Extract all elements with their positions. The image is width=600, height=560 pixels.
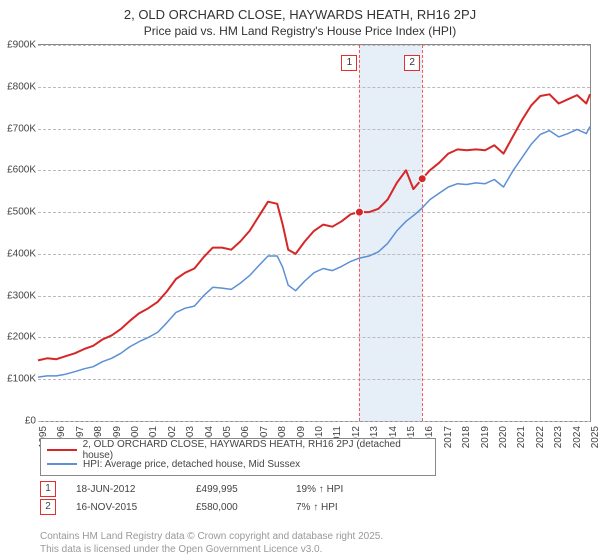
y-axis-label: £0	[0, 416, 36, 427]
x-axis-label: 2020	[498, 426, 509, 448]
x-axis-label: 2022	[535, 426, 546, 448]
y-axis-label: £600K	[0, 165, 36, 176]
legend-label: HPI: Average price, detached house, Mid …	[83, 459, 300, 470]
sale-point	[355, 208, 363, 216]
y-axis-label: £500K	[0, 207, 36, 218]
y-axis-label: £900K	[0, 40, 36, 51]
sale-row: 2 16-NOV-2015£580,0007% ↑ HPI	[40, 498, 396, 516]
x-axis-label: 2019	[480, 426, 491, 448]
footer-line-2: This data is licensed under the Open Gov…	[40, 544, 383, 557]
y-axis-label: £200K	[0, 332, 36, 343]
sale-diff: 7% ↑ HPI	[296, 502, 396, 513]
series-line	[38, 127, 590, 378]
sale-date: 16-NOV-2015	[76, 502, 196, 513]
chart-subtitle: Price paid vs. HM Land Registry's House …	[0, 24, 600, 38]
x-axis-label: 2025	[590, 426, 600, 448]
y-axis-label: £400K	[0, 248, 36, 259]
sale-price: £499,995	[196, 484, 296, 495]
sale-date: 18-JUN-2012	[76, 484, 196, 495]
footer: Contains HM Land Registry data © Crown c…	[40, 531, 383, 556]
sales-table: 1 18-JUN-2012£499,99519% ↑ HPI 2 16-NOV-201…	[40, 480, 396, 516]
x-axis-label: 2024	[572, 426, 583, 448]
y-axis-label: £100K	[0, 374, 36, 385]
legend-swatch	[47, 463, 77, 465]
series-layer	[38, 45, 590, 421]
y-axis-label: £800K	[0, 81, 36, 92]
sale-row: 1 18-JUN-2012£499,99519% ↑ HPI	[40, 480, 396, 498]
sale-badge: 2	[40, 499, 56, 515]
x-axis-label: 2023	[553, 426, 564, 448]
gridline	[38, 421, 590, 422]
series-line	[38, 94, 590, 360]
legend-swatch	[47, 449, 77, 451]
x-axis-label: 2018	[461, 426, 472, 448]
y-axis-label: £700K	[0, 123, 36, 134]
chart-area: £0£100K£200K£300K£400K£500K£600K£700K£80…	[38, 44, 591, 422]
chart-title: 2, OLD ORCHARD CLOSE, HAYWARDS HEATH, RH…	[0, 0, 600, 24]
sale-point	[418, 175, 426, 183]
sale-diff: 19% ↑ HPI	[296, 484, 396, 495]
x-axis-label: 2017	[443, 426, 454, 448]
legend: 2, OLD ORCHARD CLOSE, HAYWARDS HEATH, RH…	[40, 438, 436, 476]
footer-line-1: Contains HM Land Registry data © Crown c…	[40, 531, 383, 544]
sale-price: £580,000	[196, 502, 296, 513]
legend-item: 2, OLD ORCHARD CLOSE, HAYWARDS HEATH, RH…	[47, 443, 429, 457]
x-axis-label: 2021	[516, 426, 527, 448]
sale-badge: 1	[40, 481, 56, 497]
y-axis-label: £300K	[0, 290, 36, 301]
